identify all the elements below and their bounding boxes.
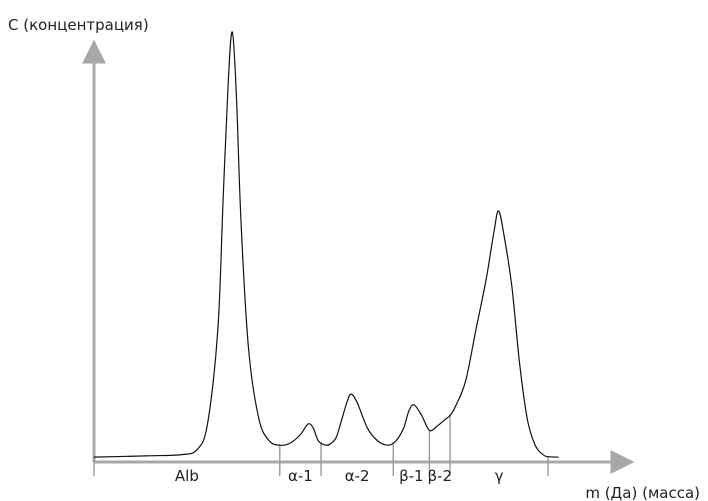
fraction-label: β-1 bbox=[399, 467, 424, 485]
fraction-label: Alb bbox=[175, 467, 199, 485]
protein-curve-line bbox=[93, 31, 559, 458]
fraction-label: β-2 bbox=[427, 467, 452, 485]
fraction-labels: Alb α-1 α-2 β-1 β-2 γ bbox=[175, 467, 504, 485]
fraction-dividers bbox=[93, 415, 549, 476]
fraction-label: α-2 bbox=[345, 467, 370, 485]
fraction-label: γ bbox=[495, 467, 504, 485]
y-axis-label: C (концентрация) bbox=[8, 16, 149, 34]
x-axis-label: m (Да) (масса) bbox=[585, 484, 700, 501]
fraction-label: α-1 bbox=[288, 467, 313, 485]
